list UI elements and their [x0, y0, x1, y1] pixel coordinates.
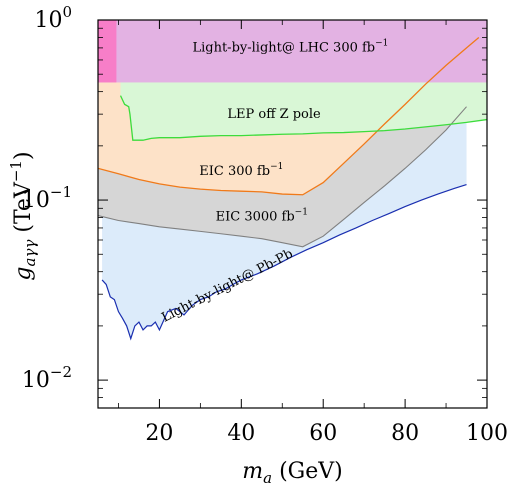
y-tick-label: 10−2 — [22, 363, 72, 393]
x-tick-label: 100 — [466, 421, 508, 446]
label-lep: LEP off Z pole — [227, 107, 321, 122]
label-lhc-sup: −1 — [375, 38, 388, 48]
label-eic3000: EIC 3000 fb−1 — [216, 207, 308, 224]
y-tick-label: 10−1 — [22, 183, 72, 213]
x-axis-label-base: m — [242, 459, 263, 484]
x-tick-label: 60 — [309, 421, 337, 446]
y-axis-label: gaγγ (TeV−1) — [7, 151, 39, 280]
pbpb-line — [101, 183, 467, 341]
lhc-band-left-strip — [98, 20, 117, 83]
eic300-line — [98, 36, 480, 196]
label-lhc: Light-by-light@ LHC 300 fb−1 — [192, 38, 388, 55]
regions-group — [98, 20, 487, 339]
label-eic3000-text: EIC 3000 fb — [216, 209, 295, 224]
label-eic300-text: EIC 300 fb — [199, 164, 270, 179]
x-axis-label-sub: a — [263, 469, 272, 486]
plot-frame — [97, 19, 488, 409]
y-tick-label: 100 — [34, 3, 72, 33]
y-axis-label-unit-sup: −1 — [7, 160, 25, 182]
eic3000-region — [98, 47, 467, 247]
label-eic300: EIC 300 fb−1 — [199, 162, 283, 179]
x-tick-label: 20 — [145, 421, 173, 446]
x-axis-label: ma (GeV) — [242, 459, 342, 486]
x-tick-label: 80 — [391, 421, 419, 446]
lep-line — [119, 95, 487, 141]
label-lhc-text: Light-by-light@ LHC 300 fb — [192, 40, 375, 55]
y-axis-label-sub: aγγ — [21, 240, 39, 267]
y-axis-label-close: ) — [11, 151, 36, 160]
y-axis-label-unit: (TeV — [11, 181, 36, 240]
y-tick-label-base: 10 — [34, 8, 62, 33]
eic3000-line — [98, 106, 467, 248]
x-axis-label-unit: (GeV) — [272, 459, 343, 484]
y-tick-label-exp: 0 — [62, 3, 72, 21]
label-eic3000-sup: −1 — [295, 207, 308, 217]
y-tick-label-exp: −1 — [50, 183, 72, 201]
x-tick-label: 40 — [227, 421, 255, 446]
label-eic300-sup: −1 — [270, 162, 283, 172]
y-tick-label-base: 10 — [22, 368, 50, 393]
y-tick-label-exp: −2 — [50, 363, 72, 381]
lhc-band — [98, 20, 487, 83]
y-tick-label-base: 10 — [22, 188, 50, 213]
lines-group — [98, 36, 487, 341]
label-lep-text: LEP off Z pole — [227, 107, 321, 122]
y-axis-label-base: g — [11, 266, 36, 280]
